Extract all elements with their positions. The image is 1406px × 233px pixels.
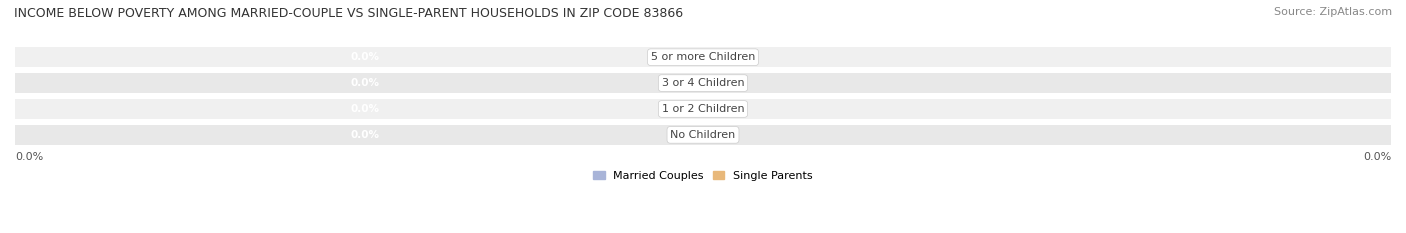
Text: Source: ZipAtlas.com: Source: ZipAtlas.com [1274,7,1392,17]
Bar [15,125,1391,145]
Text: No Children: No Children [671,130,735,140]
Text: 0.0%: 0.0% [350,104,380,114]
Text: 5 or more Children: 5 or more Children [651,52,755,62]
Text: 0.0%: 0.0% [350,78,380,88]
Text: 0.0%: 0.0% [350,130,380,140]
Text: 0.0%: 0.0% [1362,152,1391,162]
Bar [15,48,1391,67]
Text: 0.0%: 0.0% [710,52,740,62]
Text: 0.0%: 0.0% [666,78,696,88]
Bar [15,73,1391,93]
Text: 0.0%: 0.0% [710,104,740,114]
Text: 0.0%: 0.0% [710,78,740,88]
Text: 0.0%: 0.0% [666,104,696,114]
Text: 0.0%: 0.0% [350,52,380,62]
Bar [15,99,1391,119]
Text: 0.0%: 0.0% [710,130,740,140]
Text: 3 or 4 Children: 3 or 4 Children [662,78,744,88]
Legend: Married Couples, Single Parents: Married Couples, Single Parents [593,171,813,181]
Text: 1 or 2 Children: 1 or 2 Children [662,104,744,114]
Text: INCOME BELOW POVERTY AMONG MARRIED-COUPLE VS SINGLE-PARENT HOUSEHOLDS IN ZIP COD: INCOME BELOW POVERTY AMONG MARRIED-COUPL… [14,7,683,20]
Text: 0.0%: 0.0% [15,152,44,162]
Text: 0.0%: 0.0% [666,130,696,140]
Text: 0.0%: 0.0% [666,52,696,62]
